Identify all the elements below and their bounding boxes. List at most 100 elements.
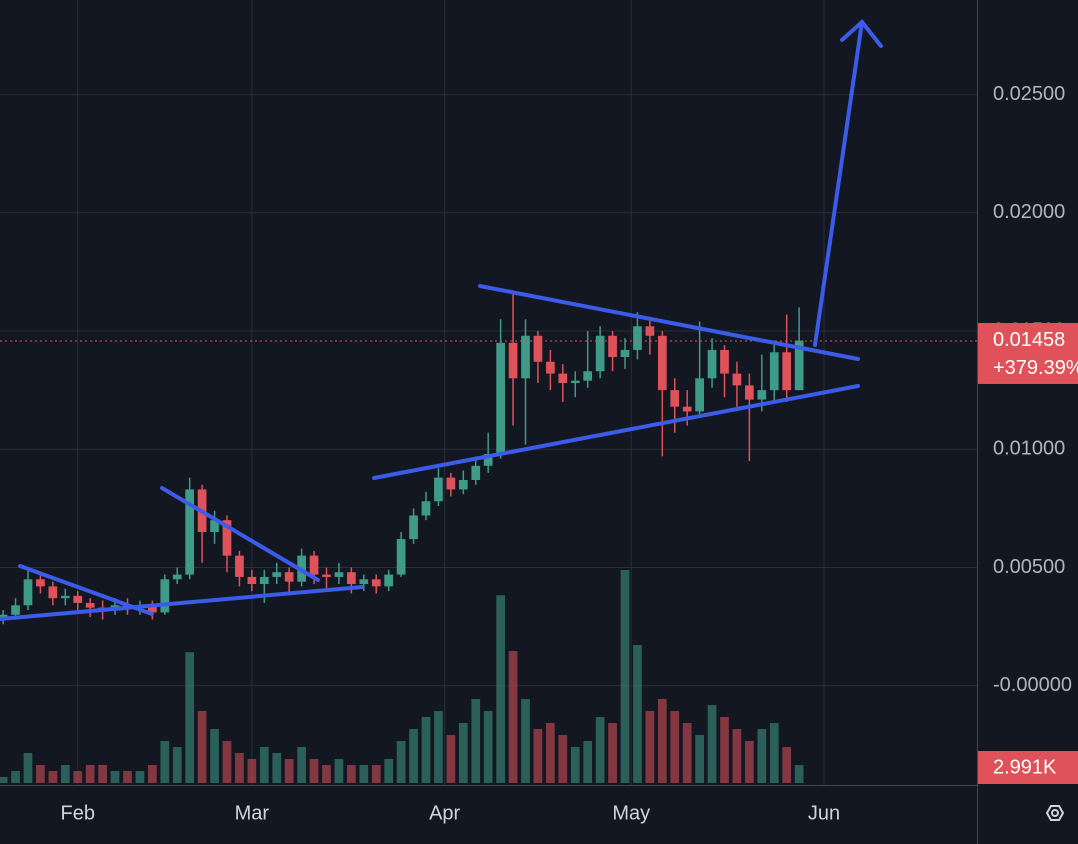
volume-bar [794,765,804,783]
candle-body [185,489,195,575]
candle-body [384,574,394,587]
volume-bar [471,699,481,783]
volume-bar [347,765,356,783]
volume-bar [682,723,692,783]
volume-bar [309,759,319,783]
candle-body [782,352,792,391]
volume-bar [533,729,543,783]
volume-bar [458,723,468,783]
x-tick-label: Feb [61,802,95,824]
volume-bar [135,771,145,783]
volume-bar [185,652,195,783]
volume-bar [583,741,593,783]
candle-body [347,572,356,585]
candle-body [620,349,630,358]
volume-bar [247,759,257,783]
volume-bar [172,747,182,783]
volume-bar [608,723,617,783]
candle-body [720,349,729,374]
trend-line [0,585,364,621]
volume-bar [73,771,83,783]
volume-bar [123,771,132,783]
candle-body [707,349,717,379]
trend-line [478,284,860,361]
volume-bar [197,711,207,783]
candle-body [73,595,83,603]
candle-body [508,342,518,379]
candle-body [284,572,294,582]
candle-body [757,390,767,400]
candle-body [695,378,704,412]
candle-body [23,579,33,606]
candle-body [682,406,692,412]
candle-body [334,572,344,577]
axis-labels: -0.000000.005000.010000.015000.020000.02… [61,83,1078,824]
y-tick-label: 0.02000 [993,201,1065,223]
trend-line [160,486,320,582]
volume-bar [670,711,680,783]
volume-bar [334,759,344,783]
y-tick-label: 0.00500 [993,556,1065,578]
candle-body [471,465,481,480]
volume-bar [757,729,767,783]
candle-body [160,579,170,613]
drawings [0,19,883,621]
candle-body [633,326,642,350]
last-price-label: 0.01458 [993,329,1065,351]
candle-body [657,335,667,391]
volume-bar [235,753,244,783]
volume-bar [570,747,580,783]
candle-body [396,539,406,575]
candles [0,293,977,625]
volume-bar [409,729,418,783]
volume-bar [222,741,232,783]
volume-bar [508,651,518,783]
candle-body [745,385,754,400]
volume-bar [707,705,717,783]
candle-body [769,352,779,391]
candle-body [148,605,157,613]
volume-bar [85,765,95,783]
candle-body [670,390,680,407]
volume-bar [620,570,630,783]
volume-bar [371,765,381,783]
candle-body [570,380,580,384]
volume-label-bg [978,751,1078,784]
settings-icon[interactable] [1045,805,1065,821]
x-tick-label: Jun [808,802,840,824]
candle-body [533,335,543,362]
x-tick-label: Mar [235,802,270,824]
candle-body [259,576,269,585]
candle-body [11,605,20,615]
volume-bar [36,765,45,783]
y-tick-label: -0.00000 [993,674,1072,696]
candle-body [371,579,381,587]
volume-bar [446,735,456,783]
y-tick-label: 0.02500 [993,83,1065,105]
candle-body [247,576,257,585]
volume-bar [384,759,394,783]
volume-bar [421,717,431,783]
price-axis-bg [978,0,1078,844]
candle-body [322,574,331,577]
volume-bar [272,753,282,783]
price-label-bg [978,322,1078,384]
volume-bar [521,699,530,783]
candle-body [521,335,530,379]
candle-body [36,579,45,587]
candle-body [421,501,431,516]
candle-body [309,555,319,575]
candle-body [235,555,244,577]
icon-dot [1051,809,1059,817]
volume-bar [210,729,219,783]
candle-body [446,477,456,490]
volume-bar [782,747,792,783]
volume-bar [732,729,742,783]
candle-body [483,453,493,466]
candle-body [359,579,369,585]
candle-body [272,572,282,577]
arrow-head [840,19,883,48]
volume-bar [546,723,555,783]
